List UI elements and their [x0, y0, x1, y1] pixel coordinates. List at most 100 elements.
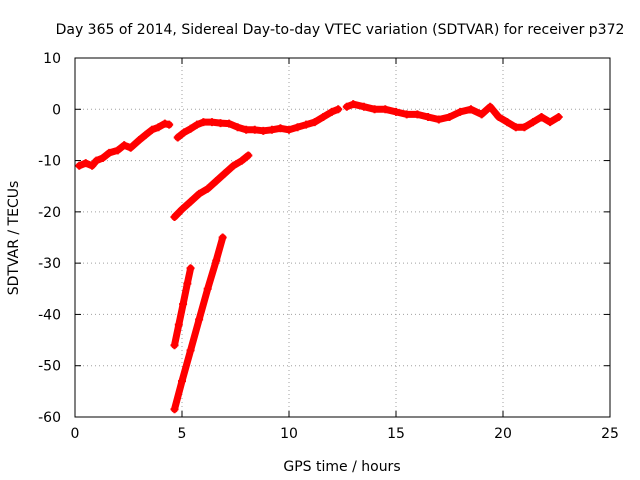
- data-point: [170, 405, 179, 414]
- data-point: [174, 320, 183, 329]
- data-point: [183, 279, 192, 288]
- data-point: [466, 105, 475, 114]
- grid-lines: [75, 58, 610, 417]
- data-point: [528, 118, 537, 127]
- series-trace: [343, 100, 563, 131]
- data-point: [370, 105, 379, 114]
- x-tick-label: 25: [601, 426, 619, 442]
- data-point: [203, 184, 212, 193]
- data-points: [75, 100, 563, 414]
- data-point: [218, 233, 227, 242]
- data-point: [216, 119, 225, 128]
- data-point: [392, 107, 400, 116]
- data-point: [160, 119, 169, 128]
- data-point: [81, 159, 90, 168]
- chart-title: Day 365 of 2014, Sidereal Day-to-day VTE…: [56, 22, 625, 38]
- data-point: [285, 125, 293, 134]
- data-series: [173, 105, 343, 142]
- data-point: [195, 315, 204, 324]
- data-point: [212, 177, 221, 186]
- x-axis-label: GPS time / hours: [283, 459, 400, 475]
- data-point: [434, 115, 443, 124]
- data-point: [237, 156, 246, 165]
- data-point: [220, 169, 229, 178]
- data-point: [276, 124, 285, 133]
- data-point: [359, 102, 368, 111]
- data-point: [310, 118, 319, 127]
- y-tick-label: -30: [38, 256, 61, 272]
- data-series: [75, 119, 174, 170]
- data-point: [554, 112, 563, 121]
- series-trace: [171, 151, 252, 221]
- y-tick-label: -10: [38, 154, 61, 170]
- data-point: [148, 125, 157, 134]
- x-tick-label: 10: [280, 426, 298, 442]
- data-series: [170, 264, 195, 350]
- data-point: [250, 125, 259, 134]
- data-point: [178, 205, 186, 214]
- data-point: [511, 123, 520, 132]
- data-point: [186, 264, 195, 273]
- data-point: [381, 105, 390, 114]
- data-point: [503, 118, 512, 127]
- data-point: [179, 300, 188, 309]
- data-point: [170, 212, 179, 221]
- data-point: [413, 110, 422, 119]
- data-point: [334, 105, 343, 114]
- data-point: [259, 126, 268, 135]
- data-point: [113, 146, 122, 155]
- data-point: [477, 110, 486, 119]
- data-point: [98, 154, 107, 163]
- data-point: [225, 119, 234, 128]
- x-tick-label: 15: [387, 426, 405, 442]
- data-point: [170, 341, 179, 350]
- axis-ticks: 0 5 10 15 20 25 10 0 -10 -20 -30 -40 -50 -60: [38, 51, 619, 442]
- data-point: [349, 100, 358, 109]
- data-point: [186, 124, 195, 133]
- data-point: [229, 161, 238, 170]
- data-point: [242, 125, 251, 134]
- y-axis-label: SDTVAR / TECUs: [6, 181, 22, 296]
- data-point: [199, 118, 208, 127]
- data-point: [165, 120, 174, 129]
- data-point: [120, 141, 129, 150]
- data-point: [486, 102, 495, 111]
- data-series: [170, 233, 227, 414]
- data-point: [424, 112, 433, 121]
- data-point: [88, 161, 97, 170]
- y-tick-label: -20: [38, 205, 61, 221]
- data-point: [244, 151, 253, 160]
- data-point: [207, 118, 216, 127]
- data-point: [192, 120, 201, 129]
- data-point: [75, 161, 84, 170]
- data-point: [154, 123, 163, 132]
- data-point: [267, 125, 276, 134]
- data-point: [195, 189, 204, 198]
- data-point: [173, 133, 182, 142]
- data-point: [402, 110, 411, 119]
- data-point: [186, 346, 195, 355]
- data-point: [546, 118, 555, 127]
- data-point: [186, 197, 195, 206]
- y-tick-label: 10: [43, 51, 61, 67]
- data-series: [342, 100, 563, 132]
- data-point: [494, 112, 503, 121]
- y-tick-label: -40: [38, 307, 61, 323]
- data-point: [319, 112, 328, 121]
- data-point: [178, 377, 186, 386]
- data-point: [520, 123, 529, 132]
- data-point: [126, 143, 135, 152]
- y-tick-label: -60: [38, 410, 61, 426]
- y-tick-label: 0: [52, 102, 61, 118]
- data-point: [302, 120, 311, 129]
- data-point: [342, 102, 351, 111]
- data-point: [105, 148, 114, 157]
- data-point: [445, 112, 454, 121]
- x-tick-label: 20: [494, 426, 512, 442]
- data-point: [293, 123, 302, 132]
- data-point: [456, 107, 465, 116]
- data-point: [327, 107, 336, 116]
- plot-frame: [74, 57, 611, 418]
- data-point: [537, 112, 546, 121]
